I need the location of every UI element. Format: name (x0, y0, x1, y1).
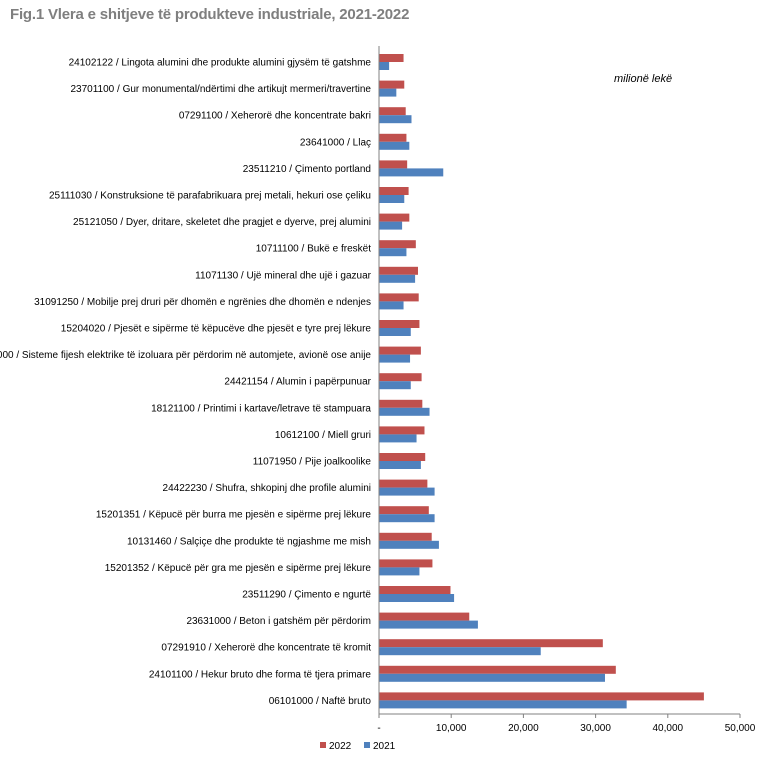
bar-2022 (379, 665, 616, 674)
bar-2022 (379, 213, 410, 222)
legend-label-2021: 2021 (373, 741, 396, 752)
legend: 2022 2021 (320, 741, 396, 752)
bar-2021 (379, 62, 390, 70)
category-label: 07291910 / Xeherorë dhe koncentrate të k… (161, 643, 371, 654)
bar-2022 (379, 532, 432, 541)
category-label: 15201351 / Këpucë për burra me pjesën e … (96, 510, 372, 521)
category-label: 23701100 / Gur monumental/ndërtimi dhe a… (70, 84, 371, 95)
bar-2022 (379, 426, 425, 435)
x-tick-label: 50,000 (725, 723, 756, 734)
category-labels: 24102122 / Lingota alumini dhe produkte … (0, 58, 372, 707)
category-label: 24421154 / Alumin i papërpunuar (224, 377, 371, 388)
category-label: 25121050 / Dyer, dritare, skeletet dhe p… (73, 217, 371, 228)
bar-2022 (379, 506, 429, 515)
legend-swatch-2022 (320, 742, 326, 748)
legend-label-2022: 2022 (329, 741, 352, 752)
bar-2022 (379, 293, 419, 302)
x-axis: - 10,000 20,000 30,000 40,000 50,000 (377, 46, 756, 734)
category-label: 23641000 / Llaç (300, 137, 371, 148)
category-label: 24102122 / Lingota alumini dhe produkte … (69, 58, 372, 69)
category-label: 11071130 / Ujë mineral dhe ujë i gazuar (195, 270, 372, 281)
category-label: 15201352 / Këpucë për gra me pjesën e si… (105, 563, 372, 574)
category-label: 10612100 / Miell gruri (275, 430, 371, 441)
category-label: 18121100 / Printimi i kartave/letrave të… (151, 403, 371, 414)
category-label: 23631000 / Beton i gatshëm për përdorim (186, 616, 371, 627)
bar-2021 (379, 434, 417, 443)
bar-2022 (379, 266, 418, 275)
bar-2022 (379, 399, 423, 408)
category-label: 24422230 / Shufra, shkopinj dhe profile … (163, 483, 371, 494)
bar-2022 (379, 107, 406, 116)
bar-2022 (379, 453, 426, 461)
bar-2021 (379, 567, 420, 576)
category-label: 07291100 / Xeherorë dhe koncentrate bakr… (179, 111, 371, 122)
bar-2021 (379, 328, 411, 336)
bar-2022 (379, 80, 405, 89)
bar-2022 (379, 160, 408, 169)
bar-2022 (379, 612, 470, 621)
bar-2022 (379, 240, 416, 249)
bar-2021 (379, 620, 478, 629)
bar-2022 (379, 133, 407, 142)
category-label: 29311000 / Sisteme fijesh elektrike të i… (0, 350, 371, 361)
bar-2021 (379, 301, 404, 310)
bar-2021 (379, 141, 410, 150)
bar-2021 (379, 540, 439, 549)
bar-2021 (379, 673, 605, 682)
bar-2021 (379, 274, 416, 283)
legend-swatch-2021 (364, 742, 370, 748)
category-label: 23511210 / Çimento portland (243, 164, 371, 175)
category-label: 25111030 / Konstruksione të parafabrikua… (49, 191, 371, 202)
bar-2022 (379, 320, 420, 328)
bar-2021 (379, 647, 541, 656)
x-tick-label: 20,000 (508, 723, 539, 734)
bar-2021 (379, 115, 412, 124)
bar-2022 (379, 559, 433, 568)
bar-2022 (379, 639, 603, 648)
bar-2021 (379, 354, 411, 363)
bar-2022 (379, 373, 422, 382)
category-label: 11071950 / Pije joalkoolike (253, 457, 372, 468)
bar-2021 (379, 381, 411, 390)
bar-2021 (379, 195, 405, 203)
bar-2021 (379, 168, 444, 177)
category-label: 10131460 / Salçiçe dhe produkte të ngjas… (127, 536, 371, 547)
bar-2021 (379, 461, 421, 469)
chart-title: Fig.1 Vlera e shitjeve të produkteve ind… (10, 6, 410, 23)
category-label: 31091250 / Mobilje prej druri për dhomën… (34, 297, 371, 308)
bar-2021 (379, 487, 435, 496)
category-label: 10711100 / Bukë e freskët (256, 244, 371, 255)
x-tick-label: - (377, 723, 380, 734)
category-label: 06101000 / Naftë bruto (269, 696, 372, 707)
bar-2022 (379, 187, 409, 195)
x-tick-label: 40,000 (653, 723, 684, 734)
category-label: 15204020 / Pjesët e sipërme të këpucëve … (61, 324, 372, 335)
category-label: 24101100 / Hekur bruto dhe forma të tjer… (149, 669, 372, 680)
x-tick-label: 30,000 (580, 723, 611, 734)
bar-2021 (379, 88, 397, 97)
bar-2021 (379, 221, 403, 230)
bar-2022 (379, 479, 428, 488)
bar-2021 (379, 514, 435, 523)
bar-2022 (379, 692, 704, 701)
category-label: 23511290 / Çimento e ngurtë (242, 590, 371, 601)
bar-2021 (379, 248, 407, 257)
unit-label: milionë lekë (614, 73, 672, 85)
bar-2021 (379, 594, 455, 602)
bar-2022 (379, 586, 451, 594)
bar-2022 (379, 54, 404, 62)
bars (379, 54, 704, 709)
x-tick-label: 10,000 (436, 723, 467, 734)
bar-2021 (379, 407, 430, 416)
bar-2021 (379, 700, 627, 709)
bar-2022 (379, 346, 421, 355)
